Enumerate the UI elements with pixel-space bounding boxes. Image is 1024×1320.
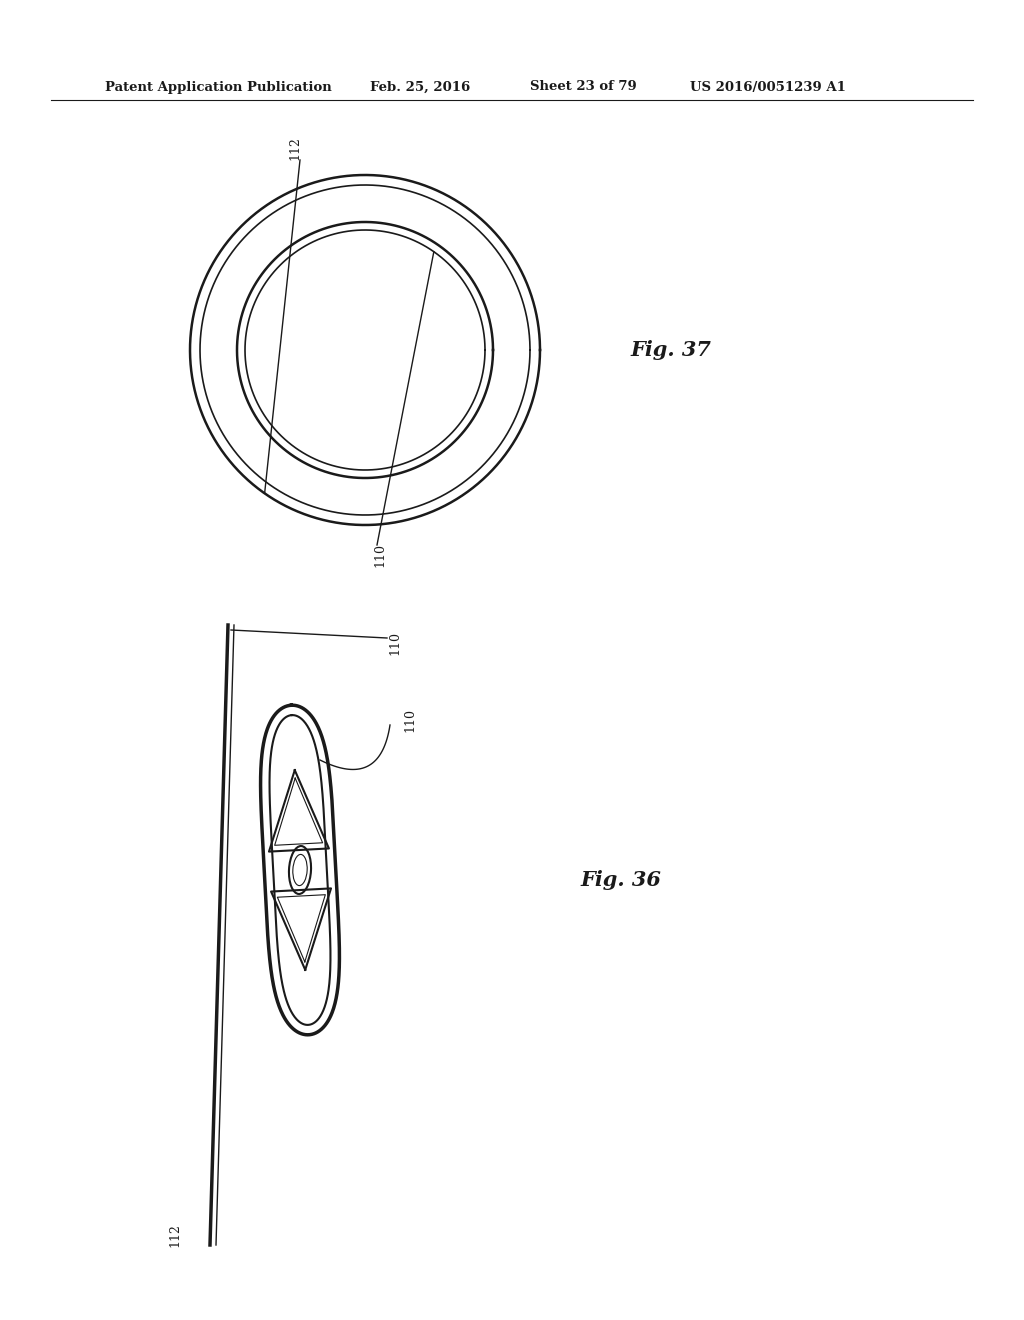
Text: 112: 112 — [289, 136, 301, 160]
Text: 112: 112 — [169, 1224, 181, 1247]
Text: Patent Application Publication: Patent Application Publication — [105, 81, 332, 94]
Text: 110: 110 — [403, 708, 417, 733]
Text: Sheet 23 of 79: Sheet 23 of 79 — [530, 81, 637, 94]
Text: Fig. 36: Fig. 36 — [580, 870, 660, 890]
Text: US 2016/0051239 A1: US 2016/0051239 A1 — [690, 81, 846, 94]
Text: 110: 110 — [388, 631, 401, 655]
Text: Fig. 37: Fig. 37 — [630, 341, 711, 360]
Text: Feb. 25, 2016: Feb. 25, 2016 — [370, 81, 470, 94]
Text: 110: 110 — [374, 543, 386, 568]
